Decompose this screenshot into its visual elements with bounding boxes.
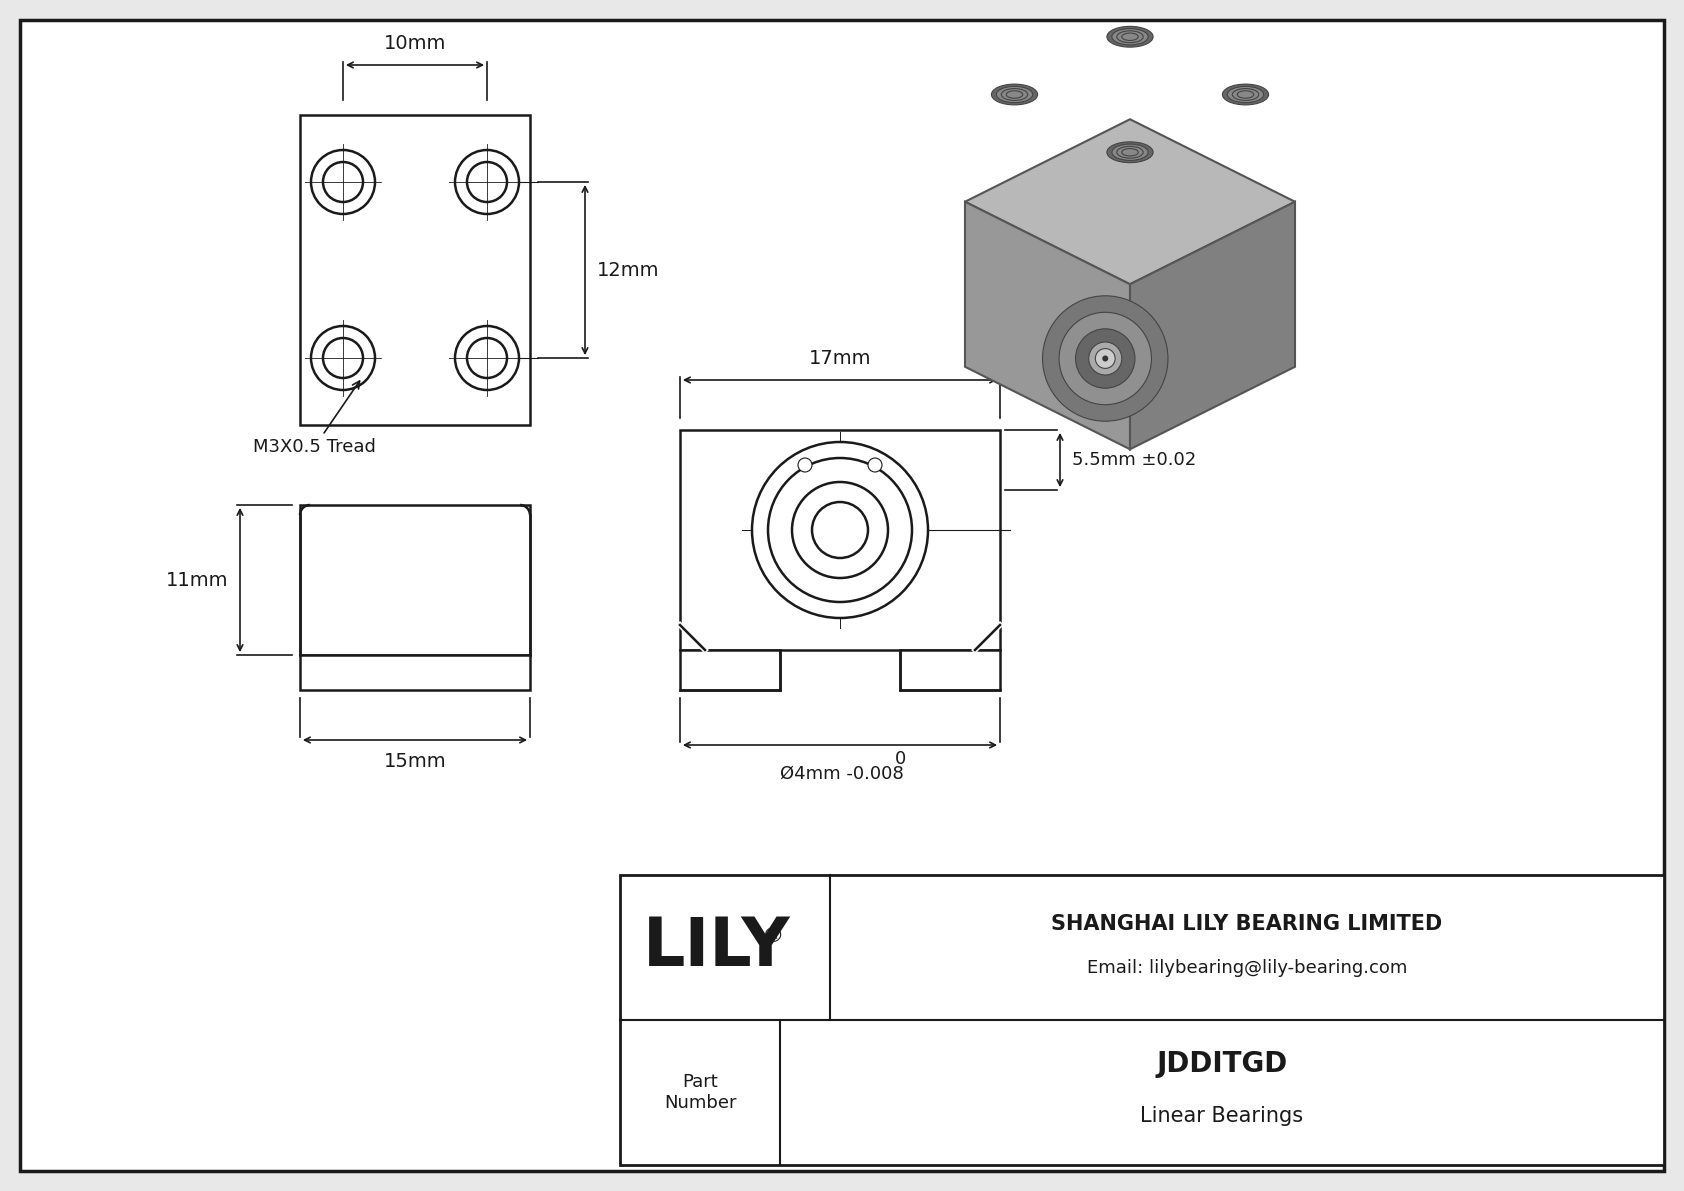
Ellipse shape — [1223, 85, 1268, 105]
Text: Email: lilybearing@lily-bearing.com: Email: lilybearing@lily-bearing.com — [1086, 959, 1408, 977]
Text: 12mm: 12mm — [598, 261, 660, 280]
Ellipse shape — [1007, 91, 1022, 98]
Text: SHANGHAI LILY BEARING LIMITED: SHANGHAI LILY BEARING LIMITED — [1051, 915, 1443, 934]
Circle shape — [1103, 355, 1108, 362]
Ellipse shape — [1106, 26, 1154, 48]
Ellipse shape — [1111, 29, 1148, 45]
Ellipse shape — [997, 86, 1032, 102]
Circle shape — [791, 482, 887, 578]
Circle shape — [312, 150, 376, 214]
Circle shape — [455, 326, 519, 389]
Circle shape — [466, 338, 507, 378]
Circle shape — [455, 150, 519, 214]
Polygon shape — [1130, 201, 1295, 449]
Ellipse shape — [1076, 329, 1135, 388]
Circle shape — [466, 162, 507, 202]
Bar — [680, 650, 780, 690]
Circle shape — [768, 459, 913, 601]
Polygon shape — [965, 201, 1130, 449]
Text: 17mm: 17mm — [808, 349, 871, 368]
Ellipse shape — [992, 85, 1037, 105]
Circle shape — [812, 501, 867, 559]
Text: 15mm: 15mm — [384, 752, 446, 771]
Text: LILY: LILY — [643, 915, 791, 980]
Ellipse shape — [1238, 91, 1255, 98]
Text: M3X0.5 Tread: M3X0.5 Tread — [253, 381, 376, 456]
Bar — [300, 116, 530, 425]
Text: Ø4mm -0.008: Ø4mm -0.008 — [780, 765, 904, 782]
Text: 10mm: 10mm — [384, 35, 446, 54]
Circle shape — [867, 459, 882, 472]
Text: JDDITGD: JDDITGD — [1157, 1049, 1288, 1078]
Text: 5.5mm ±0.02: 5.5mm ±0.02 — [1073, 451, 1196, 469]
Bar — [300, 655, 530, 690]
Text: Linear Bearings: Linear Bearings — [1140, 1105, 1303, 1125]
Ellipse shape — [1122, 33, 1138, 40]
Polygon shape — [965, 119, 1295, 285]
Ellipse shape — [1042, 295, 1169, 422]
Circle shape — [753, 442, 928, 618]
Ellipse shape — [1116, 31, 1143, 43]
Text: 11mm: 11mm — [165, 570, 227, 590]
Ellipse shape — [1095, 349, 1115, 368]
Bar — [620, 875, 1664, 1165]
Ellipse shape — [1122, 149, 1138, 156]
Ellipse shape — [1106, 142, 1154, 163]
Text: 0: 0 — [894, 750, 906, 768]
Ellipse shape — [1090, 342, 1122, 375]
Ellipse shape — [1116, 146, 1143, 158]
Circle shape — [798, 459, 812, 472]
Circle shape — [312, 326, 376, 389]
Circle shape — [323, 338, 364, 378]
Ellipse shape — [1233, 88, 1258, 100]
Ellipse shape — [1111, 144, 1148, 161]
Ellipse shape — [1059, 312, 1152, 405]
Text: Part
Number: Part Number — [663, 1073, 736, 1112]
Bar — [300, 505, 530, 655]
Circle shape — [323, 162, 364, 202]
Bar — [899, 650, 1000, 690]
Ellipse shape — [1002, 88, 1027, 100]
Ellipse shape — [1228, 86, 1263, 102]
Bar — [680, 430, 1000, 650]
Text: ®: ® — [761, 925, 785, 946]
